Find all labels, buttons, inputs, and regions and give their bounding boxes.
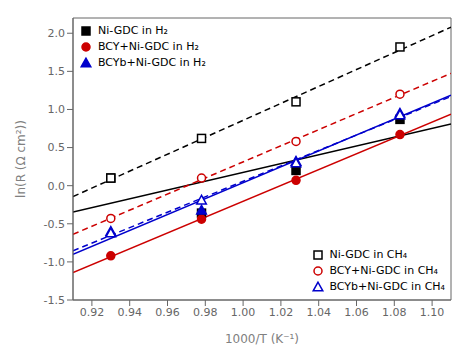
svg-text:0.0: 0.0: [48, 180, 66, 193]
svg-text:-0.5: -0.5: [44, 218, 65, 231]
html-text:BCYb+Ni-GDC in CH₄: BCYb+Ni-GDC in CH₄: [329, 280, 445, 293]
svg-text:0.92: 0.92: [80, 306, 105, 319]
svg-text:-1.0: -1.0: [44, 256, 65, 269]
svg-text:1.5: 1.5: [48, 65, 66, 78]
svg-text:1.10: 1.10: [420, 306, 445, 319]
svg-text:1.02: 1.02: [269, 306, 294, 319]
svg-text:1.04: 1.04: [306, 306, 331, 319]
svg-text:0.5: 0.5: [48, 141, 66, 154]
html-text:Ni-GDC in CH₄: Ni-GDC in CH₄: [329, 248, 408, 261]
html-text:BCY+Ni-GDC in H₂: BCY+Ni-GDC in H₂: [98, 40, 199, 53]
svg-text:0.98: 0.98: [193, 306, 218, 319]
svg-text:1.00: 1.00: [231, 306, 256, 319]
svg-text:0.94: 0.94: [117, 306, 142, 319]
svg-text:1000/T (K⁻¹): 1000/T (K⁻¹): [225, 332, 299, 346]
svg-text:2.0: 2.0: [48, 27, 66, 40]
svg-text:1.08: 1.08: [382, 306, 407, 319]
svg-text:1.0: 1.0: [48, 103, 66, 116]
html-text:Ni-GDC in H₂: Ni-GDC in H₂: [98, 24, 168, 37]
html-text:BCYb+Ni-GDC in H₂: BCYb+Ni-GDC in H₂: [98, 56, 206, 69]
svg-text:1.06: 1.06: [344, 306, 369, 319]
svg-text:ln(R (Ω cm²)): ln(R (Ω cm²)): [14, 120, 28, 198]
svg-text:-1.5: -1.5: [44, 294, 65, 307]
svg-text:0.96: 0.96: [155, 306, 180, 319]
html-text:BCY+Ni-GDC in CH₄: BCY+Ni-GDC in CH₄: [329, 264, 438, 277]
